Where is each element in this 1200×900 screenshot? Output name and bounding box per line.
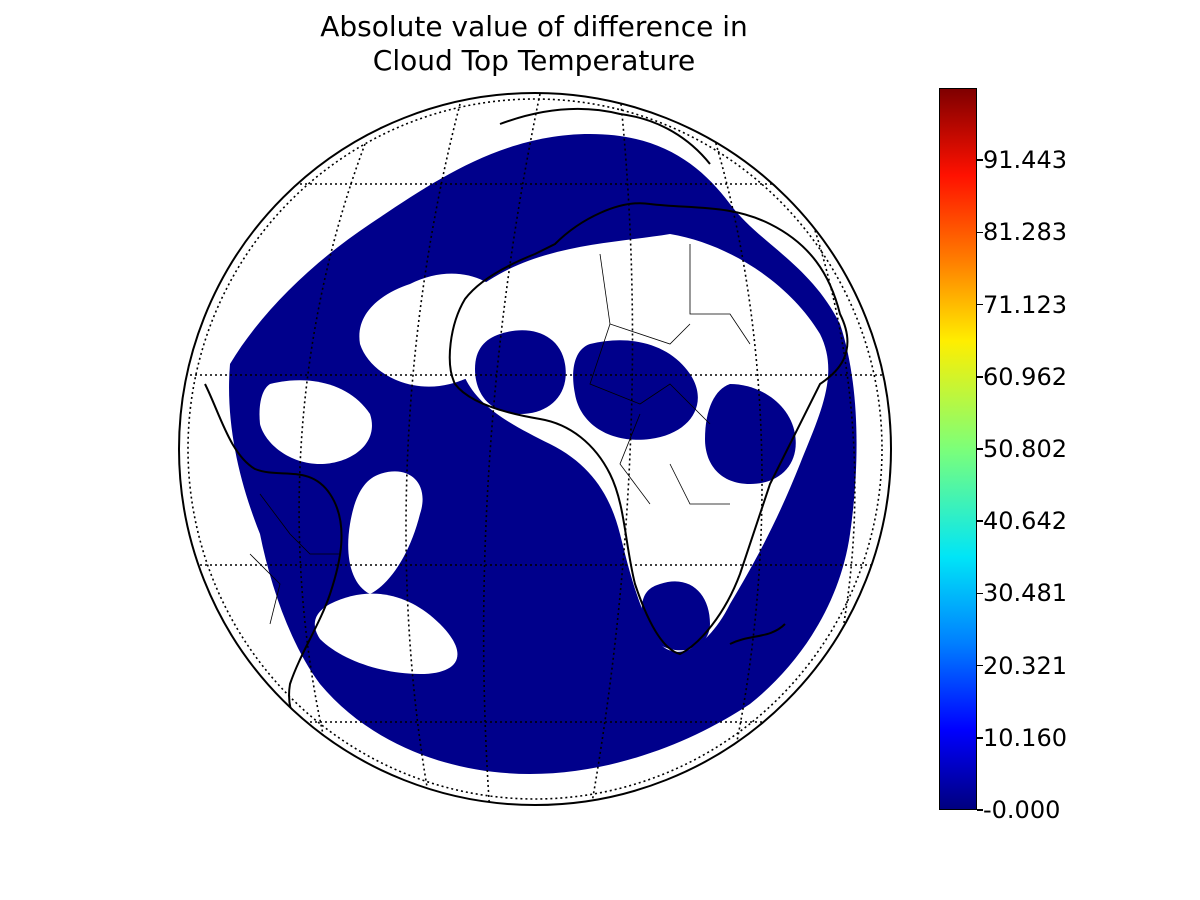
colorbar-tick-mark xyxy=(977,809,983,811)
colorbar-tick-label: 40.642 xyxy=(983,507,1067,536)
borders xyxy=(249,244,751,625)
colorbar-tick-label: 81.283 xyxy=(983,218,1067,247)
globe-map xyxy=(178,92,892,806)
colorbar-tick-mark xyxy=(977,159,983,161)
colorbar-tick-label: 10.160 xyxy=(983,723,1067,752)
title-line-2: Cloud Top Temperature xyxy=(372,44,696,77)
title-line-1: Absolute value of difference in xyxy=(320,10,748,43)
data-field xyxy=(229,134,857,774)
colorbar-tick-mark xyxy=(977,231,983,234)
colorbar-tick-mark xyxy=(977,664,983,667)
colorbar-tick-label: 91.443 xyxy=(983,146,1067,175)
africa-cloud xyxy=(705,384,796,484)
cloud-patch xyxy=(348,471,423,594)
coastlines xyxy=(204,107,849,750)
colorbar-tick-mark xyxy=(977,737,983,739)
colorbar-tick-label: 71.123 xyxy=(983,290,1067,319)
colorbar-tick-mark xyxy=(977,376,983,378)
colorbar-tick-mark xyxy=(977,520,983,522)
colorbar-tick-mark xyxy=(977,592,983,595)
colorbar-tick-mark xyxy=(977,448,983,450)
colorbar-tick-label: -0.000 xyxy=(983,796,1061,824)
globe-outline xyxy=(178,92,892,806)
colorbar-tick-label: 50.802 xyxy=(983,434,1067,463)
colorbar-tick-label: 20.321 xyxy=(983,651,1067,680)
colorbar xyxy=(939,88,977,810)
colorbar-tick-label: 30.481 xyxy=(983,579,1067,608)
africa-cloud xyxy=(641,581,710,651)
cloud-patch xyxy=(314,593,458,674)
cloud-patch xyxy=(259,380,372,464)
colorbar-tick-mark xyxy=(977,303,983,306)
chart-title: Absolute value of difference in Cloud To… xyxy=(234,10,834,78)
africa-cloud xyxy=(475,330,566,414)
africa-cloud xyxy=(573,340,698,440)
colorbar-tick-label: 60.962 xyxy=(983,362,1067,391)
africa-land xyxy=(458,234,829,652)
